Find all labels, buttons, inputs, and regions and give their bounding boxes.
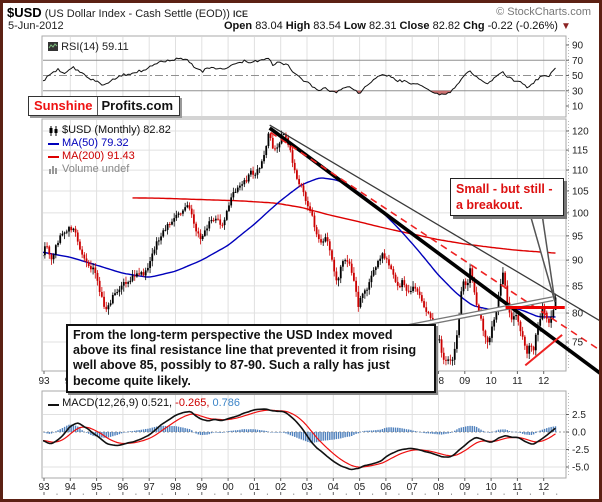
svg-text:95: 95: [91, 482, 103, 493]
svg-text:10: 10: [486, 482, 498, 493]
svg-text:75: 75: [572, 338, 584, 349]
quote-line: Open 83.04 High 83.54 Low 82.31 Close 82…: [224, 20, 571, 32]
svg-text:30: 30: [572, 86, 584, 97]
low-value: 82.31: [368, 20, 397, 32]
trendline-declining-resistance-thin: [269, 124, 599, 321]
svg-text:50: 50: [572, 71, 584, 82]
copyright: © StockCharts.com: [496, 6, 591, 18]
low-label: Low: [343, 20, 366, 32]
chg-down-arrow-icon: ▼: [561, 21, 571, 32]
svg-text:96: 96: [117, 482, 129, 493]
exchange-label: ICE: [233, 9, 249, 19]
watermark-brand: Sunshine: [34, 98, 93, 113]
svg-text:08: 08: [433, 376, 445, 387]
svg-text:12: 12: [538, 482, 550, 493]
volume-legend-label: Volume undef: [62, 163, 130, 175]
rsi-legend: RSI(14) 59.11: [48, 41, 129, 53]
svg-text:09: 09: [459, 482, 471, 493]
close-value: 82.82: [432, 20, 461, 32]
macd-legend-label: MACD(12,26,9) 0.521,: [62, 397, 173, 409]
svg-text:02: 02: [275, 482, 287, 493]
price-legend-label: $USD (Monthly) 82.82: [62, 124, 171, 136]
watermark-suffix: Profits.com: [96, 97, 180, 115]
macd-signal-value: -0.265,: [172, 397, 210, 409]
macd-line-swatch: [48, 404, 59, 406]
rsi-legend-label: RSI(14) 59.11: [61, 41, 129, 53]
macd-hist-value: 0.786: [209, 397, 241, 409]
svg-text:06: 06: [380, 482, 392, 493]
svg-text:90: 90: [572, 41, 584, 52]
open-value: 83.04: [255, 20, 283, 32]
svg-text:110: 110: [572, 166, 588, 177]
svg-text:-2.5: -2.5: [572, 445, 590, 456]
breakout-annotation-line2: a breakout.: [456, 198, 523, 212]
comment-annotation: From the long-term perspective the USD I…: [66, 324, 436, 393]
svg-text:0.0: 0.0: [572, 428, 586, 439]
svg-text:09: 09: [459, 376, 471, 387]
ticker-symbol: $USD: [7, 5, 42, 20]
breakout-annotation-line1: Small - but still -: [456, 182, 553, 196]
svg-text:04: 04: [328, 482, 340, 493]
ma50-legend-label: MA(50) 79.32: [62, 137, 129, 149]
svg-text:08: 08: [433, 482, 445, 493]
svg-text:90: 90: [572, 256, 584, 267]
svg-text:80: 80: [572, 309, 584, 320]
svg-text:115: 115: [572, 146, 588, 157]
ticker-description: (US Dollar Index - Cash Settle (EOD)): [44, 8, 230, 20]
macd-legend: MACD(12,26,9) 0.521, -0.265, 0.786: [48, 397, 240, 409]
svg-text:70: 70: [572, 56, 584, 67]
svg-text:95: 95: [572, 231, 584, 242]
price-legend: $USD (Monthly) 82.82 MA(50) 79.32 MA(200…: [48, 124, 171, 176]
svg-text:105: 105: [572, 186, 589, 197]
svg-text:10: 10: [486, 376, 498, 387]
svg-text:03: 03: [301, 482, 313, 493]
volume-icon: [49, 166, 57, 174]
svg-text:01: 01: [249, 482, 261, 493]
chart-canvas: 9070503010120115110105100959085807593949…: [38, 35, 599, 495]
svg-text:93: 93: [38, 376, 50, 387]
svg-text:120: 120: [572, 127, 589, 138]
open-label: Open: [224, 20, 253, 32]
svg-text:10: 10: [572, 102, 584, 113]
svg-text:05: 05: [354, 482, 366, 493]
svg-text:98: 98: [170, 482, 182, 493]
macd-panel: 2.5 0.0 -2.5 -5.0 93 94 95 96 97 98 99 00 01 02 03 04 05…: [38, 390, 590, 495]
svg-text:12: 12: [538, 376, 550, 387]
svg-text:2.5: 2.5: [572, 410, 586, 421]
macd-axis-labels: 2.5 0.0 -2.5 -5.0: [572, 410, 590, 474]
close-label: Close: [399, 20, 430, 32]
candlestick-icon: [49, 125, 58, 136]
price-axis-labels: 120 115 110 105 100 95 90 85 80 75: [572, 127, 589, 349]
svg-text:93: 93: [38, 482, 50, 493]
svg-text:00: 00: [223, 482, 235, 493]
chg-label: Chg: [463, 20, 485, 32]
svg-text:11: 11: [512, 482, 523, 493]
quote-date: 5-Jun-2012: [8, 20, 64, 32]
high-value: 83.54: [313, 20, 341, 32]
svg-text:100: 100: [572, 208, 589, 219]
svg-text:97: 97: [144, 482, 156, 493]
header-title: $USD (US Dollar Index - Cash Settle (EOD…: [7, 5, 248, 20]
breakout-annotation: Small - but still - a breakout.: [450, 178, 564, 216]
ma50-line-swatch: [48, 142, 59, 145]
trendline-declining-resistance-dashed: [270, 131, 599, 351]
ma200-legend-label: MA(200) 91.43: [62, 150, 135, 162]
high-label: High: [285, 20, 311, 32]
svg-text:-5.0: -5.0: [572, 463, 590, 474]
trendline-rising-support-red: [524, 334, 563, 367]
chg-value: -0.22 (-0.26%): [487, 20, 558, 32]
ma200-line-swatch: [48, 155, 59, 158]
macd-x-axis-labels: 93 94 95 96 97 98 99 00 01 02 03 04 05 06 07 08 09 10 11 12: [38, 478, 558, 495]
rsi-axis-labels: 90 70 50 30 10: [572, 41, 584, 113]
svg-text:99: 99: [196, 482, 208, 493]
svg-text:11: 11: [512, 376, 523, 387]
svg-text:85: 85: [572, 281, 584, 292]
sunshine-profits-watermark: Sunshine Profits.com: [28, 96, 181, 116]
svg-text:94: 94: [65, 482, 77, 493]
svg-text:07: 07: [407, 482, 419, 493]
indicator-icon: [48, 42, 58, 51]
